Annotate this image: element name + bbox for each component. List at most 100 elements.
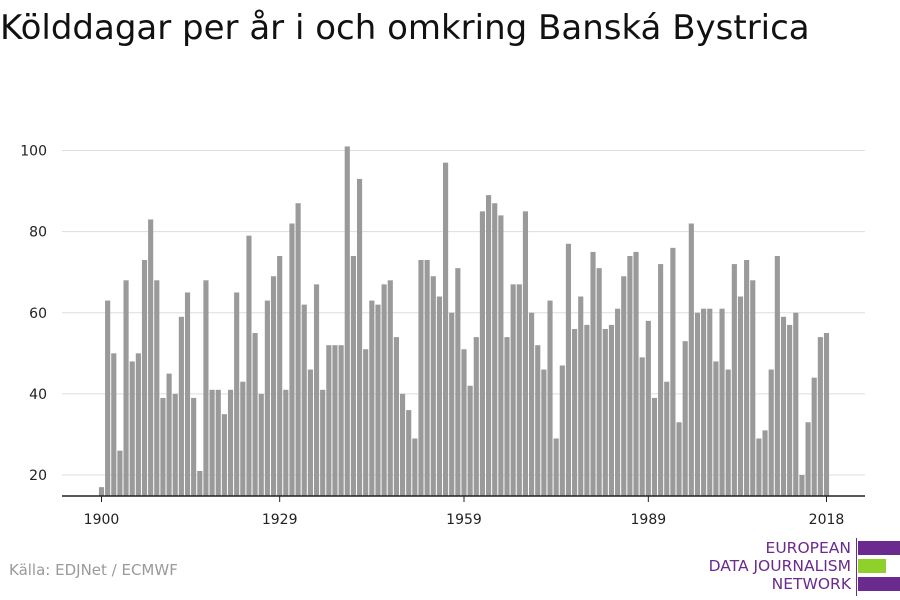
bar-1982 xyxy=(602,328,608,496)
bar-2001 xyxy=(719,308,725,496)
bar-2002 xyxy=(725,369,731,496)
bar-1973 xyxy=(547,300,553,496)
bar-1943 xyxy=(363,349,369,496)
bar-1949 xyxy=(399,393,406,496)
bar-1951 xyxy=(412,438,418,496)
bar-1997 xyxy=(694,312,701,496)
bar-1971 xyxy=(535,345,541,496)
bar-1977 xyxy=(572,328,578,496)
bar-2008 xyxy=(762,430,768,496)
bar-1961 xyxy=(473,337,479,496)
bar-1942 xyxy=(356,178,363,497)
bar-2004 xyxy=(737,296,744,496)
bar-1928 xyxy=(270,276,277,496)
bar-1925 xyxy=(252,333,258,496)
x-tick-label-1929: 1929 xyxy=(262,512,298,528)
bar-1988 xyxy=(639,357,645,496)
bar-1904 xyxy=(123,280,129,496)
bar-1976 xyxy=(565,243,572,496)
x-tick-label-2018: 2018 xyxy=(809,512,845,528)
bar-1960 xyxy=(467,385,473,496)
bar-1944 xyxy=(369,300,375,496)
bar-1954 xyxy=(430,276,436,496)
bar-1901 xyxy=(105,300,111,496)
bar-2003 xyxy=(731,264,737,496)
bar-1905 xyxy=(129,361,135,496)
bar-1967 xyxy=(510,284,516,496)
bar-2015 xyxy=(805,422,811,496)
bar-1937 xyxy=(326,345,332,496)
bar-1991 xyxy=(658,264,664,496)
bar-1990 xyxy=(651,397,658,496)
logo-bar-middle xyxy=(858,559,886,573)
logo-line-1: EUROPEAN xyxy=(765,539,851,557)
bar-1956 xyxy=(442,162,449,496)
bar-1934 xyxy=(307,369,313,496)
bar-1940 xyxy=(344,146,350,496)
bar-1939 xyxy=(338,345,344,496)
bar-1915 xyxy=(191,397,197,496)
bar-chart: 20 40 60 80 100 1900 1929 1959 1989 2018 xyxy=(20,144,865,528)
x-tick-label-1900: 1900 xyxy=(84,512,120,528)
edjnet-logo: EUROPEAN DATA JOURNALISM NETWORK xyxy=(700,538,900,596)
bar-1917 xyxy=(203,280,209,496)
bar-1929 xyxy=(277,255,283,496)
bar-1958 xyxy=(455,268,461,496)
bar-1975 xyxy=(559,365,565,496)
bar-1998 xyxy=(701,308,707,496)
bar-1900 xyxy=(98,487,105,496)
bar-1914 xyxy=(184,292,191,496)
x-axis-ticks: 1900 1929 1959 1989 2018 xyxy=(84,496,845,528)
bar-2016 xyxy=(811,377,817,496)
bar-1920 xyxy=(221,414,227,496)
bar-1987 xyxy=(633,251,639,496)
bar-1902 xyxy=(111,353,117,496)
bars xyxy=(98,146,830,497)
bar-1908 xyxy=(148,219,154,497)
bar-2011 xyxy=(780,316,787,496)
bar-2006 xyxy=(750,280,756,496)
bar-1950 xyxy=(406,410,412,496)
bar-1963 xyxy=(486,195,492,496)
bar-1948 xyxy=(393,337,399,496)
bar-2014 xyxy=(799,475,805,496)
bar-1957 xyxy=(449,312,455,496)
logo-line-3: NETWORK xyxy=(771,575,851,593)
bar-1966 xyxy=(504,337,510,496)
bar-2018 xyxy=(823,333,830,496)
bar-1994 xyxy=(676,422,682,496)
bar-2013 xyxy=(793,312,799,496)
bar-1907 xyxy=(141,260,148,496)
bar-1979 xyxy=(584,324,590,496)
bar-1909 xyxy=(154,280,160,496)
bar-1911 xyxy=(166,373,172,496)
bar-1922 xyxy=(234,292,240,496)
y-tick-label-60: 60 xyxy=(29,306,47,322)
bar-1993 xyxy=(670,247,676,496)
bar-1913 xyxy=(178,316,184,496)
bar-1964 xyxy=(492,203,498,496)
bar-2009 xyxy=(768,369,774,496)
bar-1935 xyxy=(313,284,320,496)
bar-1938 xyxy=(332,345,338,496)
bar-1955 xyxy=(436,296,442,496)
bar-1999 xyxy=(707,308,713,496)
bar-1932 xyxy=(295,203,301,496)
bar-1918 xyxy=(209,389,215,496)
bar-1936 xyxy=(320,389,326,496)
bar-2017 xyxy=(817,337,823,496)
bar-1978 xyxy=(578,296,584,496)
bar-2010 xyxy=(774,255,780,496)
chart-title: Kölddagar per år i och omkring Banská By… xyxy=(0,8,810,48)
bar-1903 xyxy=(117,450,123,496)
bar-1910 xyxy=(160,397,166,496)
bar-1983 xyxy=(608,324,615,496)
bar-2005 xyxy=(744,260,750,496)
bar-1953 xyxy=(424,260,430,496)
bar-1926 xyxy=(258,393,264,496)
bar-1974 xyxy=(553,438,559,496)
bar-1941 xyxy=(350,255,356,496)
bar-1989 xyxy=(645,320,651,496)
bar-1923 xyxy=(240,381,246,496)
bar-1969 xyxy=(522,211,529,496)
